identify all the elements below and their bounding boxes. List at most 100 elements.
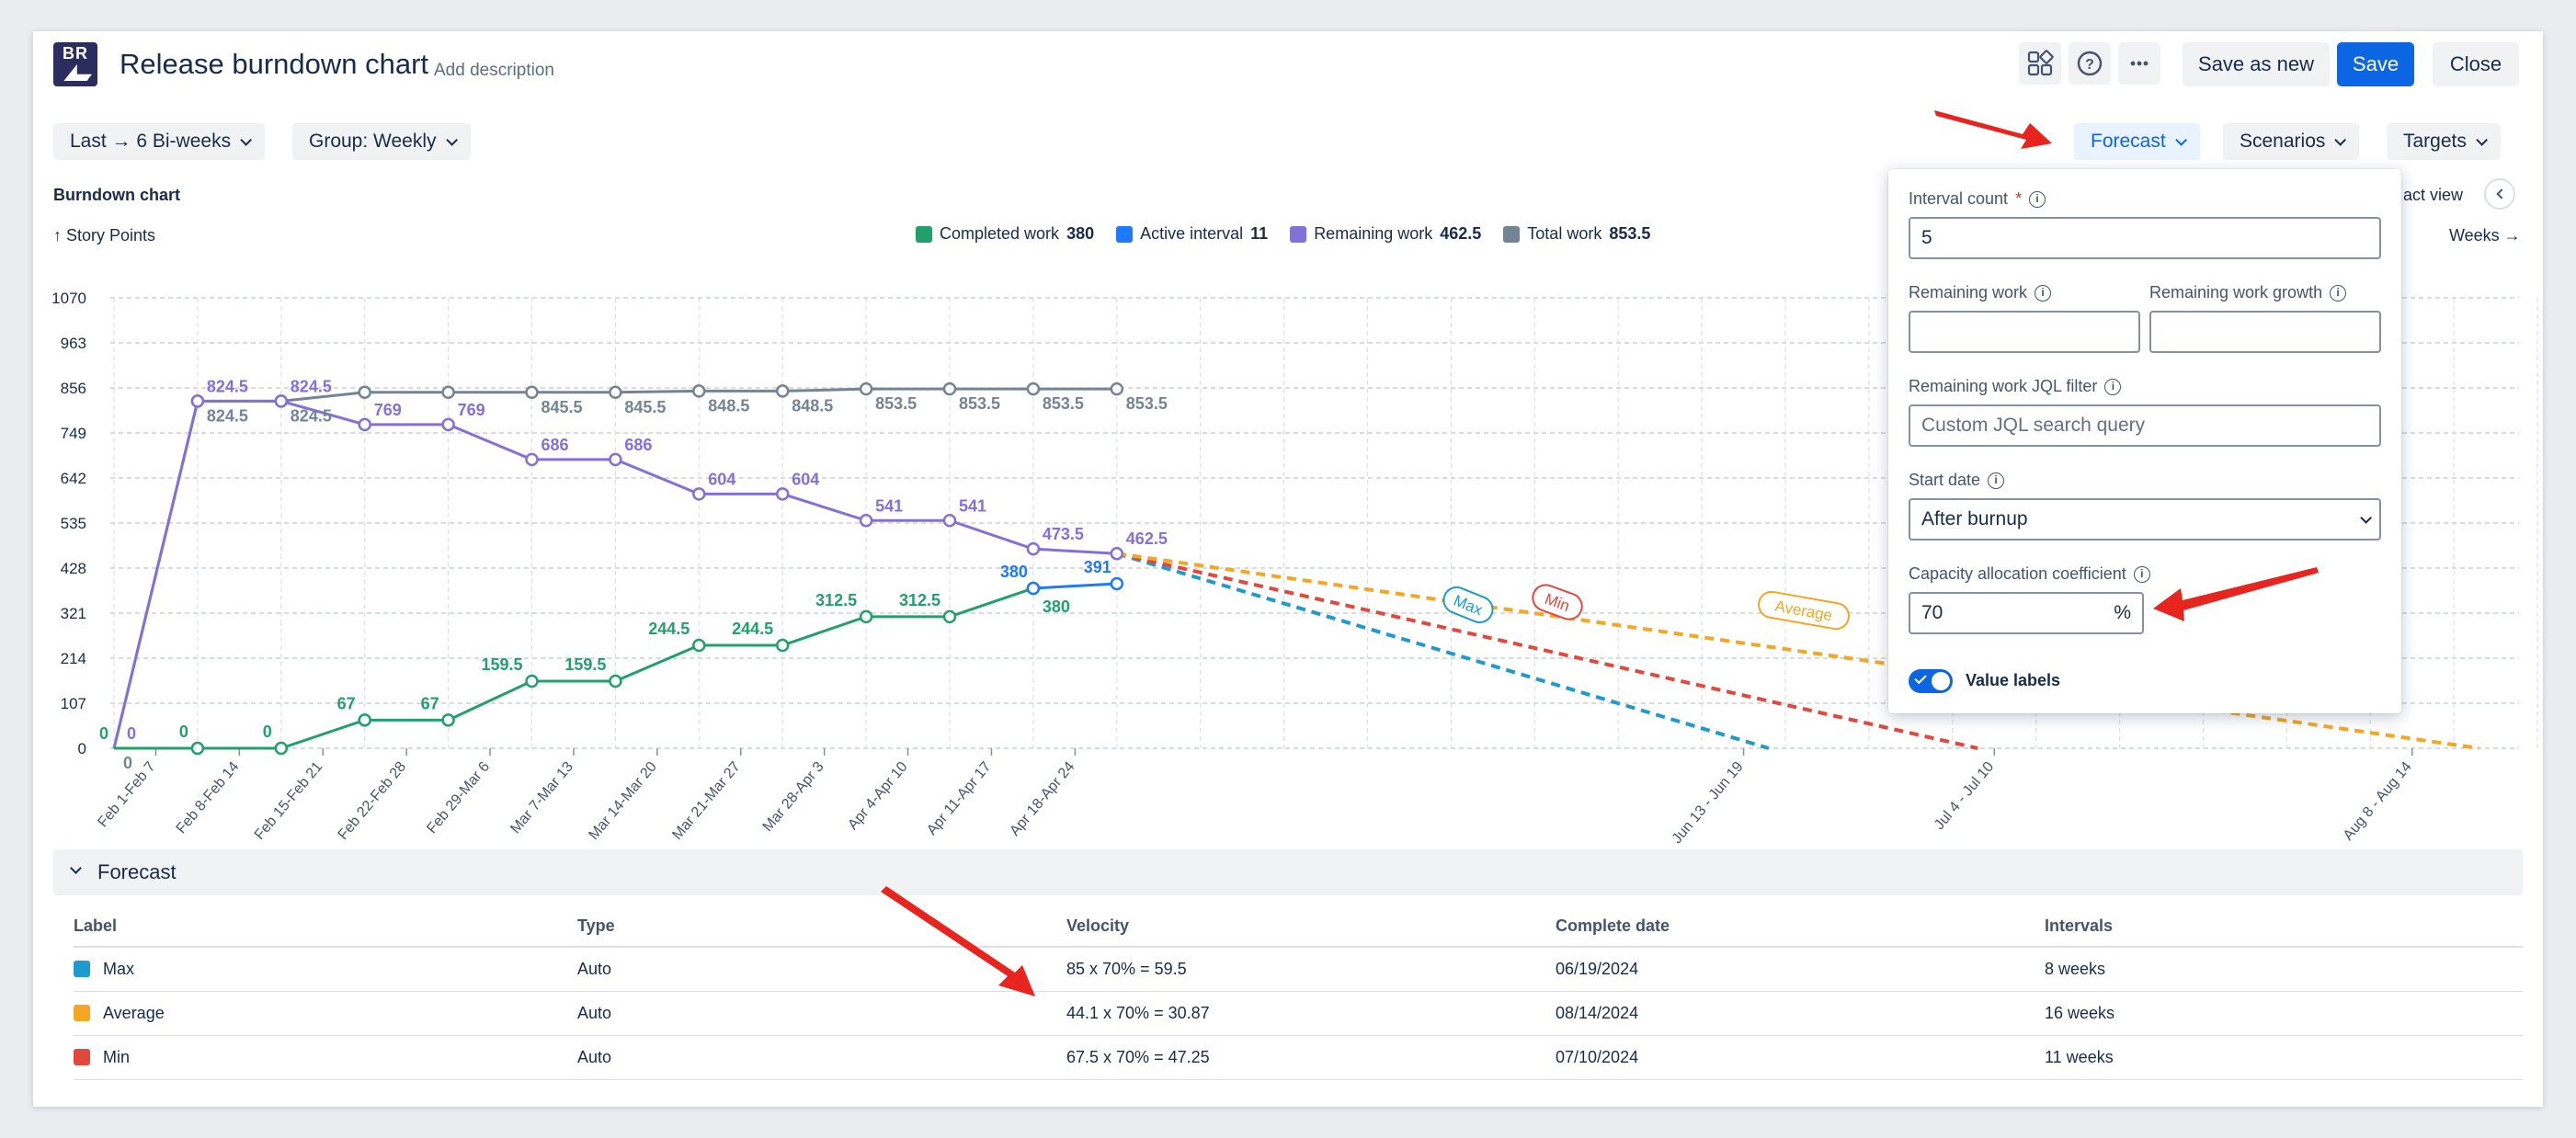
data-point (942, 609, 957, 624)
remaining-growth-input[interactable] (2149, 311, 2381, 353)
info-icon[interactable]: i (1988, 472, 2005, 489)
value-labels-toggle[interactable] (1909, 669, 1953, 693)
arrow-to-forecast (1934, 110, 2052, 149)
y-tick-label: 321 (61, 605, 86, 622)
value-label: 244.5 (648, 620, 690, 638)
chart-section-title: Burndown chart (53, 186, 180, 204)
data-point (775, 384, 790, 398)
legend-swatch-completed (916, 225, 932, 243)
value-label: 0 (127, 724, 136, 743)
remaining-growth-label: Remaining work growth i (2149, 283, 2347, 302)
apps-icon[interactable] (2019, 42, 2061, 85)
y-tick-label: 535 (61, 515, 86, 532)
value-label: 769 (458, 401, 485, 419)
data-point (609, 452, 622, 467)
collapse-icon[interactable] (2484, 178, 2515, 210)
forecast-line-min (1116, 552, 1978, 750)
table-row: Max Auto 85 x 70% = 59.5 06/19/2024 8 we… (74, 947, 2523, 992)
compact-view-toggle[interactable]: act view (2403, 186, 2464, 204)
legend-total[interactable]: Total work 853.5 (1503, 224, 1650, 244)
data-point (274, 394, 289, 408)
data-point (358, 385, 371, 400)
info-icon[interactable]: i (2133, 565, 2150, 583)
value-label: 0 (99, 724, 108, 743)
value-label: 848.5 (792, 396, 833, 415)
forecast-button[interactable]: Forecast (2074, 123, 2200, 160)
data-point (692, 384, 706, 398)
help-icon[interactable]: ? (2069, 42, 2111, 85)
legend-swatch-active (1116, 225, 1134, 243)
table-row: Min Auto 67.5 x 70% = 47.25 07/10/2024 1… (74, 1035, 2523, 1080)
scenarios-button[interactable]: Scenarios (2223, 123, 2360, 160)
data-point (692, 487, 706, 501)
value-label: 244.5 (732, 620, 773, 638)
group-filter[interactable]: Group: Weekly (292, 123, 471, 160)
data-point (1110, 381, 1124, 396)
forecast-section-header[interactable]: Forecast (53, 849, 2523, 895)
y-tick-label: 963 (61, 335, 86, 352)
col-velocity: Velocity (1066, 906, 1556, 948)
start-date-select[interactable]: After burnup (1909, 498, 2381, 541)
value-label: 853.5 (1126, 394, 1168, 413)
value-label: 67 (421, 694, 439, 712)
info-icon[interactable]: i (2035, 284, 2052, 302)
value-label: 0 (179, 723, 188, 741)
data-point (190, 394, 205, 408)
value-label: 845.5 (541, 398, 583, 416)
close-button[interactable]: Close (2433, 42, 2519, 86)
y-tick-label: 214 (61, 650, 86, 667)
capacity-input[interactable]: 70% (1909, 592, 2144, 634)
value-label: 0 (123, 754, 132, 772)
info-icon[interactable]: i (2330, 284, 2347, 302)
data-point (775, 638, 790, 653)
data-point (525, 452, 539, 467)
legend-remaining[interactable]: Remaining work 462.5 (1290, 224, 1481, 244)
page-title: Release burndown chart (120, 48, 429, 80)
capacity-label: Capacity allocation coefficient i (1909, 564, 2150, 584)
add-description-link[interactable]: Add description (434, 61, 554, 80)
value-label: 0 (263, 723, 272, 741)
save-button[interactable]: Save (2337, 42, 2414, 86)
data-point (441, 417, 455, 432)
jql-filter-input[interactable]: Custom JQL search query (1909, 404, 2381, 447)
info-icon[interactable]: i (2104, 378, 2122, 395)
data-point (692, 638, 706, 653)
value-label: 159.5 (481, 655, 522, 674)
svg-text:?: ? (2085, 57, 2094, 73)
x-axis-unit: Weeks → (2449, 226, 2521, 245)
series-line-active-interval (1032, 582, 1117, 590)
value-label: 541 (959, 496, 986, 515)
legend-completed[interactable]: Completed work 380 (916, 224, 1094, 244)
y-tick-label: 642 (61, 470, 86, 487)
data-point (859, 609, 873, 624)
data-point (1026, 581, 1041, 596)
legend-active[interactable]: Active interval 11 (1116, 224, 1268, 244)
data-point (525, 674, 539, 688)
legend-swatch-remaining (1290, 225, 1307, 243)
value-label: 380 (1000, 563, 1028, 581)
y-tick-label: 749 (61, 425, 86, 442)
info-icon[interactable]: i (2029, 190, 2046, 208)
y-tick-label: 0 (78, 740, 86, 757)
col-complete-date: Complete date (1556, 906, 2045, 948)
save-as-new-button[interactable]: Save as new (2183, 42, 2330, 86)
chart-legend: Completed work 380 Active interval 11 Rema… (916, 224, 1650, 244)
data-point (274, 741, 289, 756)
data-point (1026, 541, 1041, 556)
color-swatch (74, 960, 90, 977)
interval-count-input[interactable]: 5 (1909, 217, 2381, 259)
color-swatch (74, 1004, 90, 1021)
remaining-work-input[interactable] (1909, 311, 2140, 353)
table-row: Average Auto 44.1 x 70% = 30.87 08/14/20… (74, 991, 2523, 1036)
value-label: 391 (1084, 558, 1111, 576)
color-swatch (74, 1048, 90, 1065)
range-filter[interactable]: Last → 6 Bi-weeks (53, 123, 266, 160)
forecast-pill-average (1758, 590, 1850, 631)
more-icon[interactable] (2118, 42, 2160, 85)
targets-button[interactable]: Targets (2387, 123, 2501, 160)
forecast-table: Label Type Velocity Complete date Interv… (74, 906, 2523, 1080)
data-point (441, 713, 455, 727)
col-intervals: Intervals (2045, 906, 2523, 948)
